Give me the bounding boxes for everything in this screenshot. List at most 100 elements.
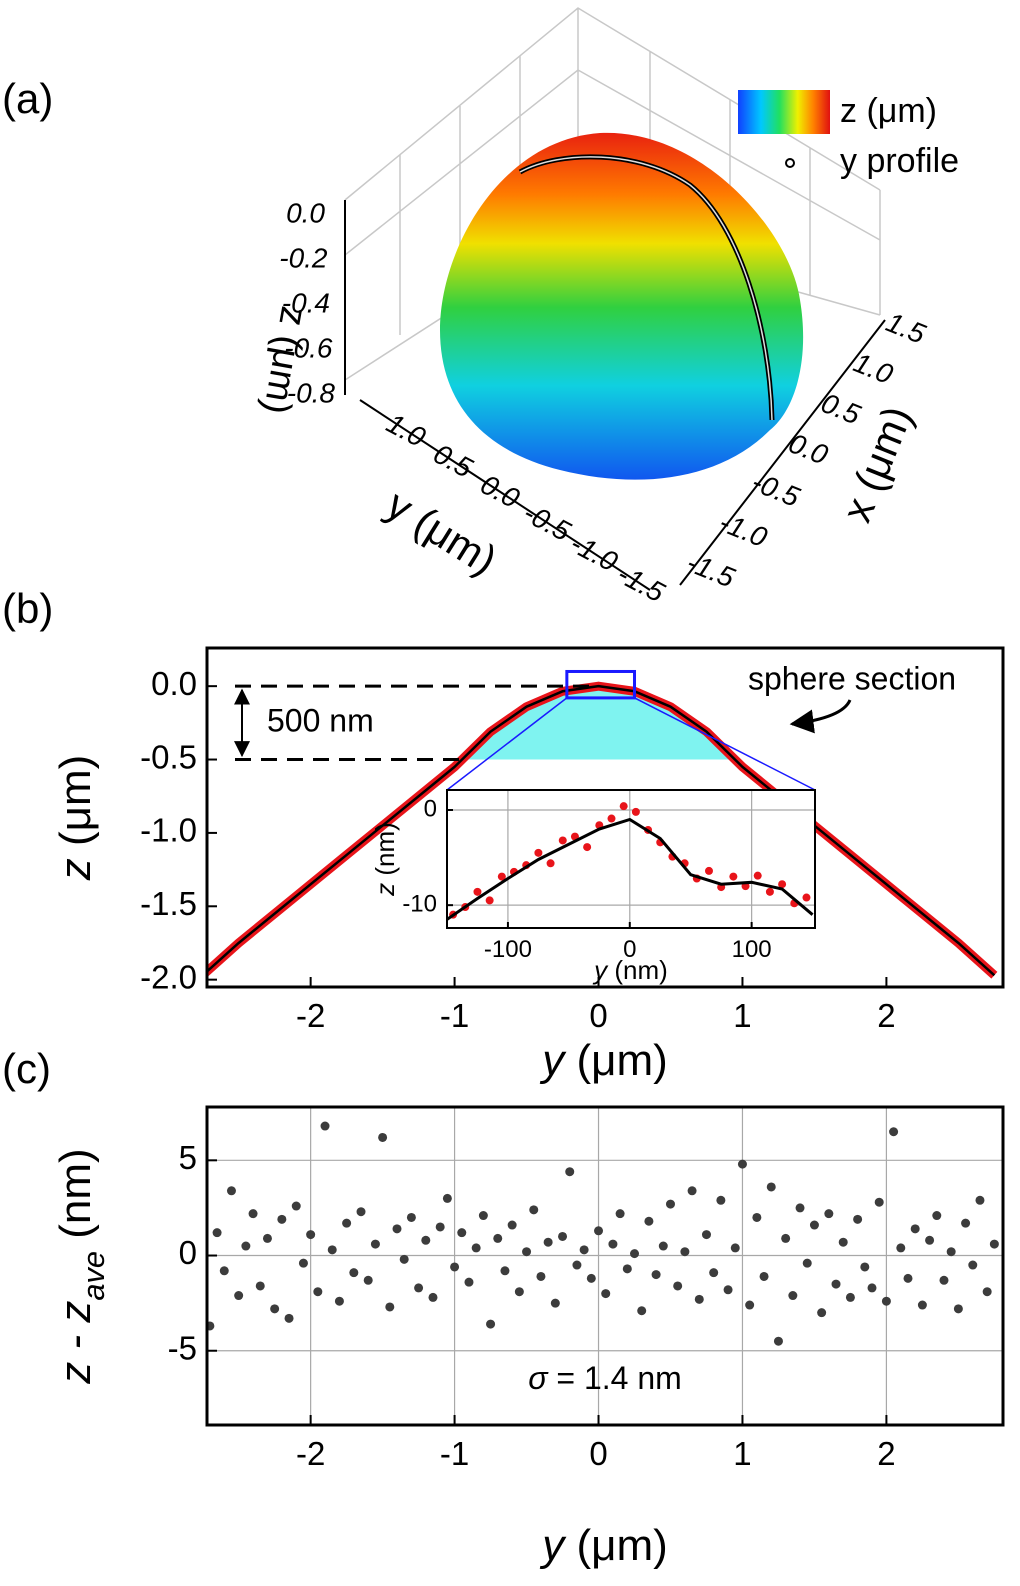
residual-point (946, 1247, 956, 1257)
residual-point (737, 1159, 747, 1169)
x-tick-label: 1.5 (882, 306, 930, 349)
inset-point (485, 896, 494, 905)
residual-point (270, 1304, 280, 1314)
annotation-arrow (789, 699, 852, 734)
residual-point (752, 1212, 762, 1222)
residual-point (522, 1247, 532, 1257)
annotation: sphere section (748, 660, 956, 696)
residual-point (241, 1241, 251, 1251)
residual-point (853, 1214, 863, 1224)
inset-point (534, 848, 543, 857)
residual-point (572, 1260, 582, 1270)
residual-point (809, 1220, 819, 1230)
x-axis-label-part: (μm) (564, 1521, 668, 1570)
y-tick-label: 0.5 (429, 438, 478, 484)
inset-y-label-part: (nm) (370, 822, 400, 883)
residual-point (320, 1121, 330, 1131)
residual-point (694, 1294, 704, 1304)
y-tick-label: -0.5 (518, 497, 576, 547)
residual-point (334, 1296, 344, 1306)
residual-point (594, 1226, 604, 1236)
residual-point (701, 1230, 711, 1240)
inset-point (631, 807, 640, 816)
residual-point (284, 1313, 294, 1323)
annotation: 500 nm (267, 702, 374, 738)
plot-frame (205, 1105, 1005, 1427)
residual-point (961, 1218, 971, 1228)
panel-label: (a) (2, 75, 53, 122)
residual-point (558, 1231, 568, 1241)
x-tick-label: -0.5 (748, 466, 805, 513)
inset-area (447, 802, 814, 921)
residual-point (745, 1300, 755, 1310)
x-tick-label: 1.0 (849, 347, 897, 390)
residual-point (349, 1268, 359, 1278)
y-tick-label: -2.0 (140, 958, 197, 995)
residual-point (881, 1296, 891, 1306)
y-tick-label: -5 (168, 1329, 197, 1366)
residual-point (543, 1237, 553, 1247)
x-axis-label-part: (μm) (564, 1036, 668, 1085)
y-axis-label-part: z (51, 858, 100, 881)
residual-point (565, 1167, 575, 1177)
x-tick-label: -100 (484, 936, 532, 963)
residual-point (442, 1193, 452, 1203)
residual-point (939, 1275, 949, 1285)
residual-point (536, 1271, 546, 1281)
inset-point (619, 802, 628, 811)
y-tick-label: 0 (179, 1234, 197, 1271)
residual-point (457, 1228, 467, 1238)
residual-point (716, 1195, 726, 1205)
residual-point (248, 1209, 258, 1219)
inset-point (473, 887, 482, 896)
residual-point (500, 1266, 510, 1276)
plot-frame (446, 789, 816, 929)
zoom-connector (446, 697, 568, 791)
residual-point (478, 1211, 488, 1221)
residual-point (759, 1271, 769, 1281)
residual-point (630, 1249, 640, 1259)
residual-point (421, 1235, 431, 1245)
x-tick-label: 0 (589, 1435, 607, 1472)
z-tick-label: -0.8 (287, 377, 336, 408)
inset-point (765, 887, 774, 896)
x-tick-label: -1 (440, 1435, 469, 1472)
annotation-part: = 1.4 nm (548, 1360, 682, 1396)
x-tick-label: 1 (733, 1435, 751, 1472)
residual-point (817, 1308, 827, 1318)
profile-line (207, 684, 996, 977)
residual-point (658, 1241, 668, 1251)
residual-point (953, 1304, 963, 1314)
residual-point (514, 1287, 524, 1297)
residual-point (860, 1262, 870, 1272)
inset-x-label-part: y (592, 955, 609, 985)
residual-point (550, 1298, 560, 1308)
residual-point (845, 1292, 855, 1302)
inset-y-label: z (nm) (370, 822, 400, 897)
x-tick-label: -1 (440, 997, 469, 1034)
residual-point (637, 1306, 647, 1316)
inset-point (802, 893, 811, 902)
section-clip (462, 686, 735, 760)
residual-point (831, 1279, 841, 1289)
residual-point (327, 1245, 337, 1255)
residual-point (262, 1233, 272, 1243)
residual-point (615, 1209, 625, 1219)
residual-point (529, 1205, 539, 1215)
residual-point (507, 1220, 517, 1230)
residual-point (579, 1245, 589, 1255)
x-axis-label: y (μm) (539, 1036, 668, 1085)
residual-point (903, 1273, 913, 1283)
residual-point (622, 1264, 632, 1274)
residual-point (298, 1258, 308, 1268)
residual-point (709, 1268, 719, 1278)
sphere-section (462, 686, 735, 760)
y-axis-label-part: z - z (51, 1301, 100, 1385)
residual-point (680, 1247, 690, 1257)
inset-point (546, 859, 555, 868)
inset-point (778, 880, 787, 889)
z-tick-label: 0.0 (286, 197, 325, 228)
profile-legend-marker (785, 158, 795, 168)
residual-point (766, 1182, 776, 1192)
residual-point (910, 1224, 920, 1234)
